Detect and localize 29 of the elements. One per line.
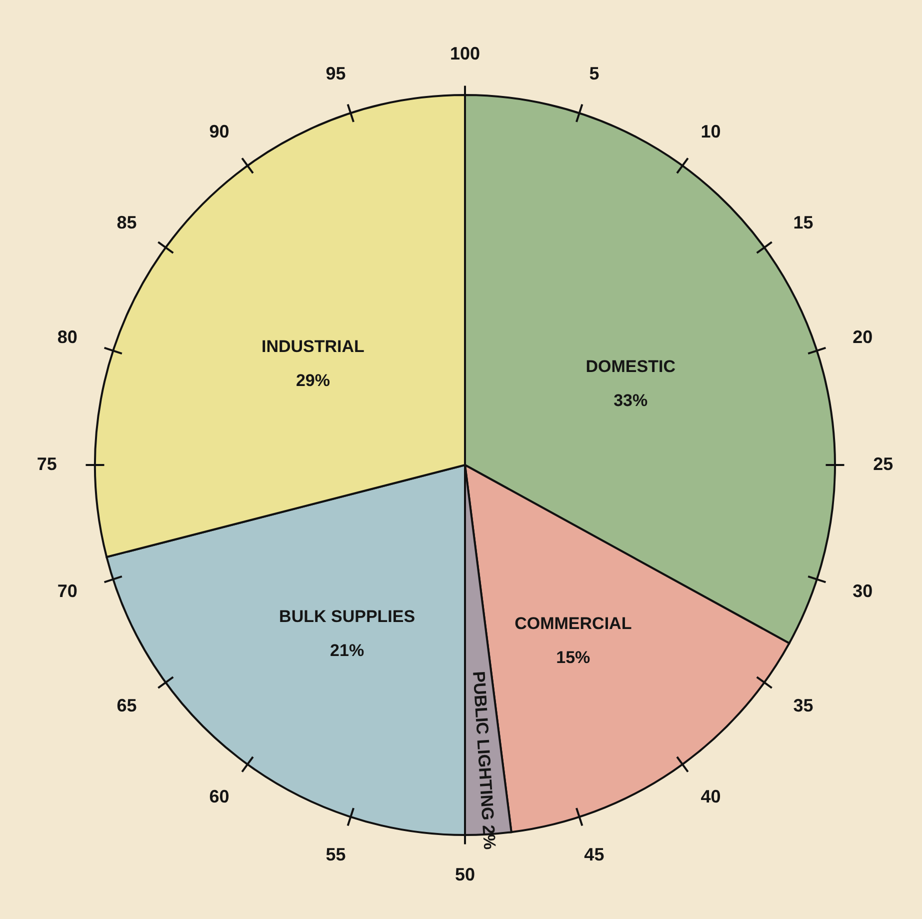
slice-label: INDUSTRIAL — [262, 337, 364, 356]
slice-label: PUBLIC LIGHTING 2% — [469, 670, 500, 850]
text: 30 — [852, 580, 873, 601]
text: 15 — [793, 212, 814, 233]
text: 50 — [454, 864, 476, 885]
text: 40 — [700, 786, 721, 806]
text: 65 — [116, 695, 137, 716]
text: 85 — [116, 212, 137, 233]
text: 5 — [589, 63, 600, 84]
slice-label: COMMERCIAL — [514, 614, 632, 634]
text: 80 — [57, 327, 78, 348]
text: 45 — [584, 844, 604, 865]
text: 35 — [793, 695, 814, 716]
text: 100 — [450, 43, 480, 64]
data-label: 29% — [296, 371, 330, 390]
text: 90 — [209, 122, 230, 142]
text: 20 — [852, 327, 873, 348]
text: 60 — [209, 786, 230, 806]
text: 25 — [873, 454, 894, 474]
slice-label: DOMESTIC — [586, 357, 676, 376]
text: 75 — [36, 454, 57, 474]
slice-label: BULK SUPPLIES — [279, 607, 416, 626]
data-label: 33% — [614, 391, 648, 410]
text: 10 — [700, 122, 721, 142]
data-label: 21% — [330, 641, 364, 660]
data-label: 15% — [556, 648, 590, 668]
text: 95 — [326, 63, 346, 84]
text: 55 — [326, 844, 346, 865]
text: 70 — [57, 580, 78, 601]
